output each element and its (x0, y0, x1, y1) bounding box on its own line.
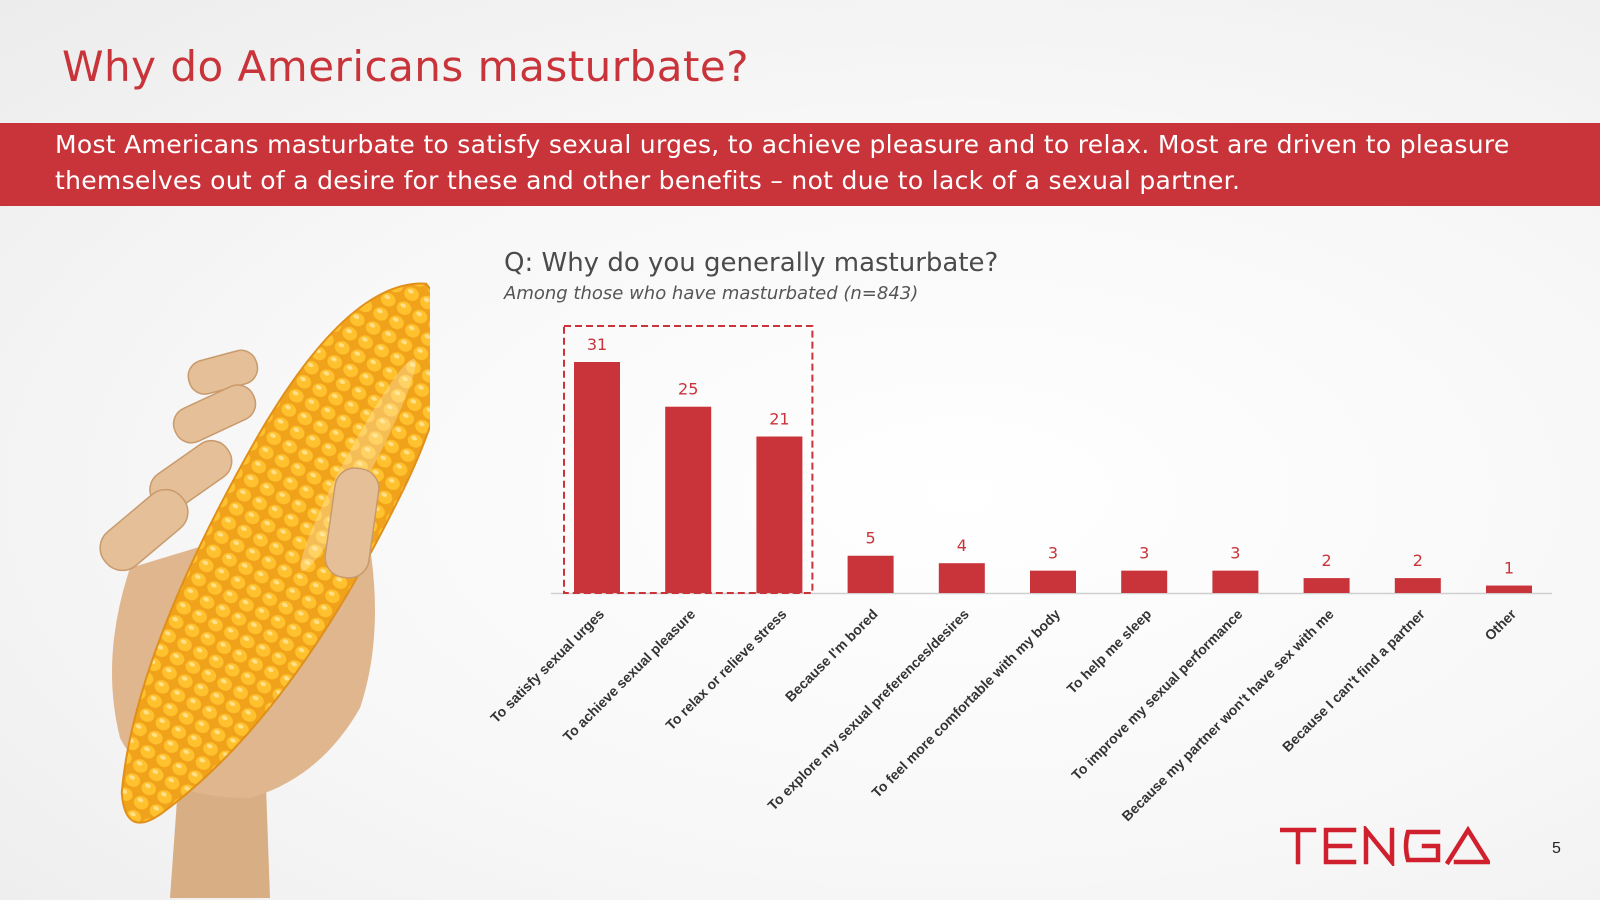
category-label: Because my partner won't have sex with m… (1118, 606, 1336, 824)
data-label: 1 (1504, 559, 1514, 578)
chart-subtitle: Among those who have masturbated (n=843) (504, 283, 919, 304)
summary-banner: Most Americans masturbate to satisfy sex… (0, 123, 1600, 206)
corn-hand-image (99, 282, 430, 898)
slide-title: Why do Americans masturbate? (62, 42, 750, 91)
category-label: Other (1481, 605, 1519, 643)
bar (574, 362, 620, 593)
bar (1303, 578, 1350, 593)
data-label: 2 (1413, 551, 1423, 570)
data-label: 31 (587, 335, 607, 354)
bar (938, 563, 985, 593)
category-label: To feel more comfortable with my body (868, 606, 1063, 801)
data-label: 5 (866, 529, 876, 548)
chart-question: Q: Why do you generally masturbate? (504, 248, 999, 278)
category-label: To help me sleep (1063, 606, 1154, 697)
data-label: 25 (678, 380, 698, 399)
bar (1030, 570, 1076, 593)
category-label: Because I'm bored (782, 606, 881, 705)
data-label: 3 (1048, 544, 1058, 563)
bar (847, 555, 894, 593)
category-label: To explore my sexual preferences/desires (764, 606, 972, 814)
bar (1486, 585, 1532, 593)
data-label: 21 (769, 410, 789, 429)
data-label: 2 (1322, 551, 1332, 570)
data-label: 3 (1139, 544, 1149, 563)
data-label: 3 (1230, 544, 1240, 563)
category-label: Because I can't find a partner (1279, 605, 1428, 754)
banner-text-line-2: themselves out of a desire for these and… (55, 166, 1241, 195)
category-label: To improve my sexual performance (1068, 606, 1245, 783)
bar (1121, 570, 1168, 593)
bar (665, 406, 712, 593)
bar (756, 436, 803, 593)
data-label: 4 (957, 536, 967, 555)
page-number: 5 (1552, 840, 1561, 857)
banner-text-line-1: Most Americans masturbate to satisfy sex… (55, 130, 1510, 159)
tenga-logo (1280, 826, 1490, 866)
bar (1212, 570, 1259, 593)
bar (1394, 578, 1441, 593)
